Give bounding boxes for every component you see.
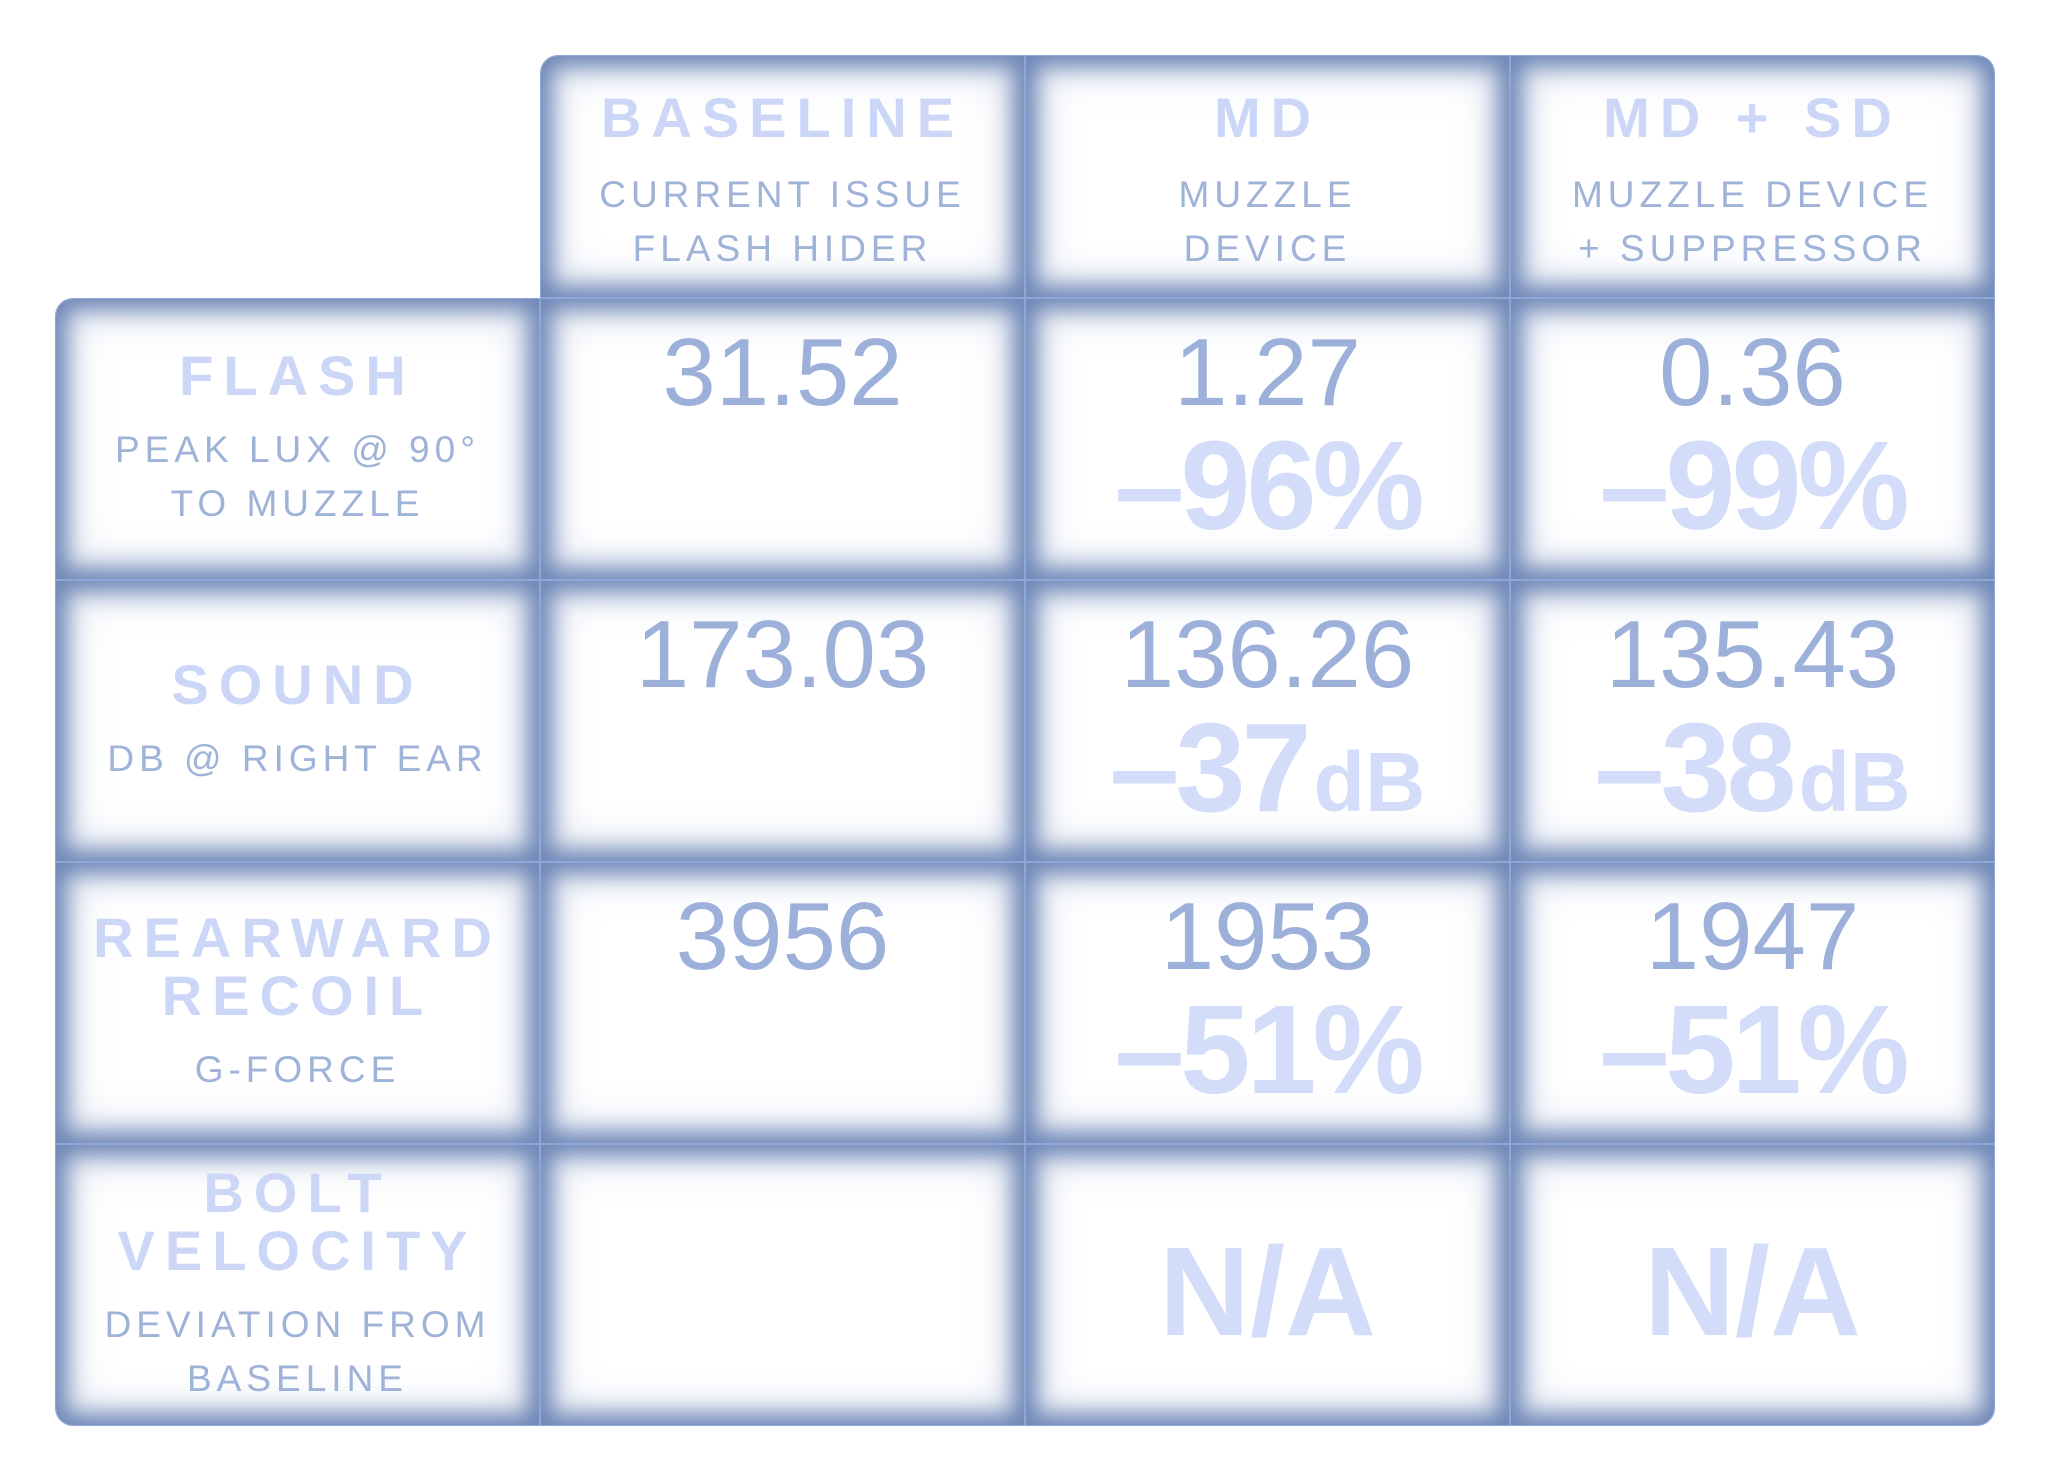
cell-bolt-md: N/A [1025, 1144, 1510, 1426]
change-unit: dB [1313, 735, 1426, 829]
measurement-value: 1.27 [1174, 319, 1361, 426]
row-subtitle-line: TO MUZZLE [170, 483, 425, 524]
change-value: –51% [1114, 979, 1424, 1120]
measurement-value: 3956 [675, 883, 890, 990]
row-subtitle: G-FORCE [195, 1043, 401, 1097]
column-title: BASELINE [600, 86, 965, 149]
column-title: MD [1213, 86, 1322, 149]
cell-bolt-md-sd: N/A [1510, 1144, 1995, 1426]
change-value: –37dB [1109, 705, 1425, 831]
results-table: BASELINE CURRENT ISSUE FLASH HIDER MD MU… [55, 55, 1995, 1426]
row-title: REARWARD RECOIL [93, 909, 502, 1025]
cell-sound-baseline: 173.03 [540, 580, 1025, 862]
row-title-line: RECOIL [161, 964, 434, 1027]
row-title: SOUND [171, 653, 424, 716]
not-applicable-label: N/A [1159, 1221, 1376, 1362]
column-subtitle-line: FLASH HIDER [632, 228, 933, 269]
column-subtitle-line: + SUPPRESSOR [1578, 228, 1927, 269]
cell-flash-baseline: 31.52 [540, 298, 1025, 580]
column-header-md-sd: MD + SD MUZZLE DEVICE + SUPPRESSOR [1510, 55, 1995, 298]
row-header-bolt-velocity: BOLT VELOCITY DEVIATION FROM BASELINE [55, 1144, 540, 1426]
column-subtitle-line: MUZZLE [1178, 174, 1357, 215]
row-subtitle-line: PEAK LUX @ 90° [114, 429, 481, 470]
cell-sound-md: 136.26 –37dB [1025, 580, 1510, 862]
cell-recoil-md: 1953 –51% [1025, 862, 1510, 1144]
row-subtitle: DEVIATION FROM BASELINE [105, 1298, 491, 1406]
row-header-flash: FLASH PEAK LUX @ 90° TO MUZZLE [55, 298, 540, 580]
row-title: FLASH [179, 344, 416, 407]
row-subtitle-line: DEVIATION FROM [104, 1304, 491, 1345]
cell-sound-md-sd: 135.43 –38dB [1510, 580, 1995, 862]
corner-blank [55, 55, 540, 298]
cell-flash-md-sd: 0.36 –99% [1510, 298, 1995, 580]
change-number: –38 [1594, 697, 1796, 838]
column-title: MD + SD [1603, 86, 1902, 149]
measurement-value: 31.52 [662, 319, 903, 426]
row-title-line: REARWARD [93, 906, 502, 969]
measurement-value: 173.03 [635, 601, 930, 708]
cell-bolt-baseline [540, 1144, 1025, 1426]
column-header-baseline: BASELINE CURRENT ISSUE FLASH HIDER [540, 55, 1025, 298]
change-value: –96% [1114, 415, 1424, 556]
column-subtitle: MUZZLE DEVICE + SUPPRESSOR [1572, 168, 1933, 276]
measurement-value: 136.26 [1120, 601, 1415, 708]
row-subtitle-line: G-FORCE [194, 1049, 401, 1090]
column-subtitle: MUZZLE DEVICE [1179, 168, 1357, 276]
row-title: BOLT VELOCITY [117, 1164, 477, 1280]
cell-recoil-md-sd: 1947 –51% [1510, 862, 1995, 1144]
change-unit: dB [1798, 735, 1911, 829]
measurement-value: 1953 [1160, 883, 1375, 990]
cell-flash-md: 1.27 –96% [1025, 298, 1510, 580]
column-subtitle-line: CURRENT ISSUE [599, 174, 966, 215]
row-subtitle: PEAK LUX @ 90° TO MUZZLE [115, 423, 480, 531]
change-number: –37 [1109, 697, 1311, 838]
measurement-value: 0.36 [1659, 319, 1846, 426]
row-subtitle-line: DB @ RIGHT EAR [107, 738, 488, 779]
cell-recoil-baseline: 3956 [540, 862, 1025, 1144]
row-subtitle: DB @ RIGHT EAR [107, 732, 487, 786]
column-subtitle-line: DEVICE [1183, 228, 1352, 269]
row-title-line: VELOCITY [117, 1219, 478, 1282]
change-value: –38dB [1594, 705, 1910, 831]
column-subtitle: CURRENT ISSUE FLASH HIDER [599, 168, 966, 276]
row-header-recoil: REARWARD RECOIL G-FORCE [55, 862, 540, 1144]
row-header-sound: SOUND DB @ RIGHT EAR [55, 580, 540, 862]
row-title-line: BOLT [203, 1161, 392, 1224]
column-header-md: MD MUZZLE DEVICE [1025, 55, 1510, 298]
measurement-value: 135.43 [1605, 601, 1900, 708]
change-value: –51% [1599, 979, 1909, 1120]
column-subtitle-line: MUZZLE DEVICE [1571, 174, 1934, 215]
not-applicable-label: N/A [1644, 1221, 1861, 1362]
change-value: –99% [1599, 415, 1909, 556]
measurement-value: 1947 [1645, 883, 1860, 990]
row-subtitle-line: BASELINE [187, 1358, 408, 1399]
